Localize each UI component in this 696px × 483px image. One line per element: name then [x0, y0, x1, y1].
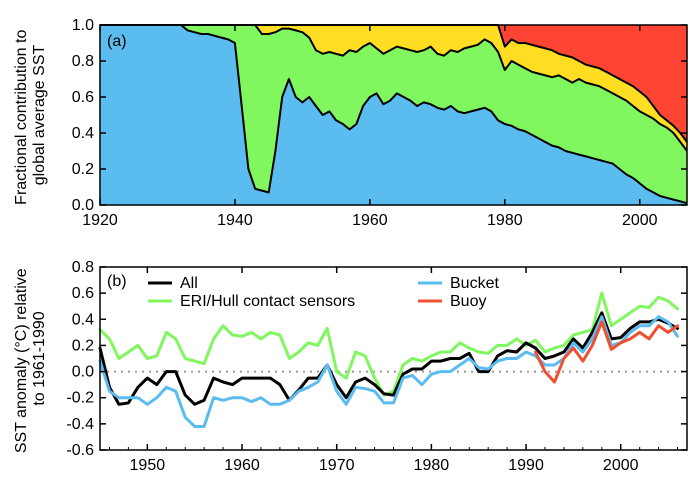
area-hull-sensor-layer	[100, 25, 687, 204]
panel-b-y-axis-title-line-2: to 1961-1990	[31, 311, 48, 405]
x-tick-label: 1980	[414, 457, 450, 474]
y-tick-label: 0.0	[72, 197, 94, 214]
y-tick-label: -0.2	[66, 390, 94, 407]
legend-label-buoy-line: Buoy	[450, 293, 486, 310]
panel-a-y-axis-title: Fractional contribution to global averag…	[13, 25, 48, 205]
boundary-line-1	[100, 24, 688, 205]
x-tick-label: 1920	[82, 212, 118, 229]
legend-label-bucket-line: Bucket	[450, 275, 499, 292]
x-tick-label: 1950	[130, 457, 166, 474]
panel-b-series-lines	[98, 291, 679, 428]
x-tick-label: 1940	[217, 212, 253, 229]
y-tick-label: 1.0	[72, 17, 94, 34]
boundary-line-2	[100, 24, 688, 152]
x-tick-label: 1980	[487, 212, 523, 229]
panel-b-ticks: 1950 1960 1970 1980 1990 2000 -0.6 -0.4 -0.2 0.0 0…	[66, 259, 687, 474]
y-tick-label: 0.2	[72, 337, 94, 354]
legend-label-all-line: All	[180, 275, 198, 292]
series-buoy-line	[534, 320, 679, 384]
panel-b-label: (b)	[107, 273, 127, 290]
panel-b-y-axis-title-line-1: SST anomaly (°C) relative	[13, 268, 30, 453]
x-tick-label: 1960	[224, 457, 260, 474]
panel-a-stacked-areas	[100, 25, 687, 205]
x-tick-label: 2000	[603, 457, 639, 474]
legend-label-hull-sensors-line: ERI/Hull contact sensors	[180, 293, 355, 310]
series-bucket-line	[98, 315, 679, 428]
series-all-line	[98, 311, 679, 406]
panel-a-ticks: 1920 1940 1960 1980 2000 0.0 0.2 0.4 0.6 0.8 1.0	[72, 17, 687, 229]
panel-a-y-axis-title-line-1: Fractional contribution to	[13, 30, 30, 205]
x-tick-label: 1970	[319, 457, 355, 474]
y-tick-label: 0.4	[72, 125, 94, 142]
y-tick-label: 0.8	[72, 53, 94, 70]
y-tick-label: 0.6	[72, 285, 94, 302]
panel-b-sst-anomaly: 1950 1960 1970 1980 1990 2000 -0.6 -0.4 -0.2 0.0 0…	[13, 259, 688, 474]
panel-a-label: (a)	[107, 33, 127, 50]
y-tick-label: -0.4	[66, 416, 94, 433]
y-tick-label: -0.6	[66, 442, 94, 459]
x-tick-label: 1990	[508, 457, 544, 474]
panel-a-y-axis-title-line-2: global average SST	[31, 45, 48, 186]
x-tick-label: 2000	[622, 212, 658, 229]
y-tick-label: 0.6	[72, 89, 94, 106]
panel-b-y-axis-title: SST anomaly (°C) relative to 1961-1990	[13, 264, 48, 453]
y-tick-label: 0.2	[72, 161, 94, 178]
area-buoy-layer	[100, 25, 687, 142]
panel-a-fractional-contribution: 1920 1940 1960 1980 2000 0.0 0.2 0.4 0.6 0.8 1.0 (…	[13, 17, 688, 229]
panel-a-frame	[99, 24, 688, 206]
y-tick-label: 0.0	[72, 364, 94, 381]
x-tick-label: 1960	[352, 212, 388, 229]
y-tick-label: 0.4	[72, 311, 94, 328]
area-yellow-layer	[100, 25, 687, 151]
y-tick-label: 0.8	[72, 259, 94, 276]
